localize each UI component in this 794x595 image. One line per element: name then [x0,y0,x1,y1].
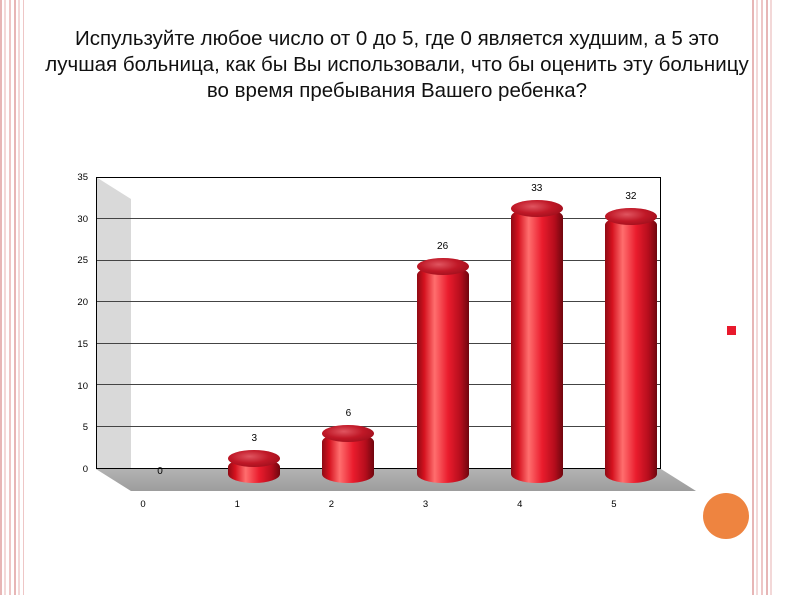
bar-cylinder [510,200,563,483]
bar-cylinder-body [510,208,563,483]
ytick-label: 35 [77,172,88,183]
xtick-label: 3 [422,499,429,510]
left-stripe-band [0,0,24,595]
gridline [97,218,660,220]
ytick-label: 25 [77,255,88,267]
bar-value-label: 6 [345,408,352,419]
bar-cylinder [322,425,375,483]
ytick-label: 20 [77,297,88,309]
bar-value-label: 32 [625,191,637,202]
x-axis-labels: 0 1 2 3 4 5 [96,499,661,515]
bar-cylinder-cap [322,425,375,442]
y-axis-labels: 0 5 10 15 20 25 30 35 [58,172,92,475]
legend-marker [727,326,736,335]
ytick-label: 30 [77,213,88,225]
bars-layer: 0 3 6 26 33 32 [96,177,661,483]
xtick-label: 1 [234,499,240,510]
bar-value-label: 3 [251,433,258,444]
bar-cylinder-cap [604,208,657,225]
xtick-label: 0 [140,499,146,510]
xtick-label: 2 [328,499,335,510]
ytick-label: 5 [82,422,88,434]
bar-cylinder-cap [228,450,281,467]
gridline [97,301,660,303]
ytick-label: 10 [77,380,88,392]
gridline [97,425,660,427]
plot-wall [96,177,661,469]
bar-cylinder-body [416,266,469,483]
slide-title: Испульзуйте любое число от 0 до 5, где 0… [45,27,749,103]
gridline [97,259,660,261]
accent-circle [703,493,749,539]
chart: 0 5 10 15 20 25 30 35 0 3 6 26 33 32 0 1 2 3 4 5 [58,155,718,530]
bar-value-label: 0 [157,466,163,477]
ytick-label: 15 [77,338,88,350]
bar-cylinder [604,208,657,483]
bar-value-label: 33 [531,183,543,194]
bar-cylinder [416,258,469,483]
right-stripe-band [752,0,772,595]
ytick-label: 0 [82,464,88,475]
xtick-label: 5 [611,499,617,510]
bar-cylinder-cap [510,200,563,217]
bar-cylinder-body [604,216,657,483]
gridline [97,342,660,344]
gridline [97,384,660,386]
bar-cylinder-cap [416,258,469,275]
xtick-label: 4 [517,499,523,510]
bar-cylinder [228,450,281,483]
bar-value-label: 26 [437,241,449,252]
plot-side-wall [96,177,131,491]
